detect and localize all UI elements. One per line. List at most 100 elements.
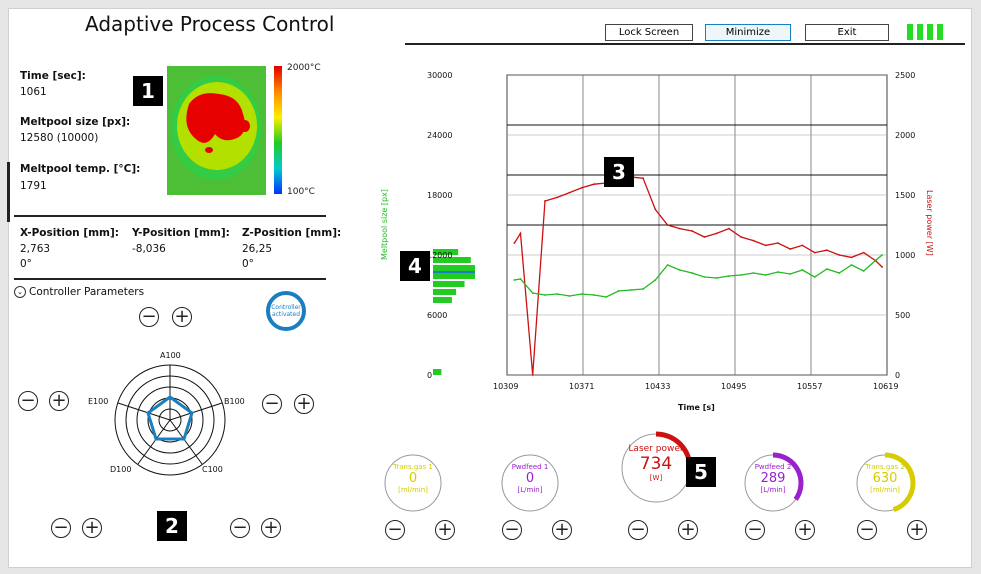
time-label: Time [sec]: (20, 70, 86, 82)
gauge-text: Laser power 734 [W] (618, 444, 694, 482)
laser-power-point (881, 266, 883, 268)
app-title: Adaptive Process Control (85, 12, 335, 36)
chart-ticks: 10309 10371 10433 10495 10557 10619 0 6000 12000… (427, 71, 915, 391)
gauge-pwdfeed-2: Pwdfeed 2 289 [L/min] (741, 451, 805, 515)
gauge-text: Trans.gas 1 0 [ml/min] (381, 463, 445, 494)
meltpool-size-point (531, 292, 534, 294)
position-divider (14, 278, 326, 280)
gauge-text: Pwdfeed 1 0 [L/min] (498, 463, 562, 494)
lock-screen-button[interactable]: Lock Screen (605, 24, 693, 41)
left-edge-handle (7, 162, 10, 222)
x-tick-label: 10557 (797, 382, 822, 391)
histogram-bar (433, 257, 471, 263)
laser-power-minus-button[interactable]: − (628, 520, 648, 540)
meltpool-size-value: 12580 (10000) (20, 132, 99, 144)
y-right-tick-label: 0 (895, 371, 900, 380)
trans-gas-1-minus-button[interactable]: − (385, 520, 405, 540)
gauge-trans-gas-2: Trans.gas 2 630 [ml/min] (853, 451, 917, 515)
laser-power-point (850, 256, 853, 259)
laser-power-plus-button[interactable]: + (678, 520, 698, 540)
meltpool-temp-label: Meltpool temp. [°C]: (20, 163, 141, 175)
param-b-plus-button[interactable]: + (294, 394, 314, 414)
histogram-bar (433, 273, 475, 279)
marker-2: 2 (157, 511, 187, 541)
pwdfeed-1-minus-button[interactable]: − (502, 520, 522, 540)
gauge-value: 289 (760, 471, 786, 486)
exit-button[interactable]: Exit (805, 24, 889, 41)
param-a-minus-button[interactable]: − (139, 307, 159, 327)
gauge-unit: [ml/min] (398, 486, 428, 494)
y-right-tick-label: 2500 (895, 71, 915, 80)
controller-parameters-label[interactable]: Controller Parameters (29, 286, 145, 298)
x-position-value: 2,763 (20, 243, 51, 255)
readout-divider (14, 215, 326, 217)
meltpool-size-point (703, 276, 706, 278)
param-c-minus-button[interactable]: − (230, 518, 250, 538)
param-e-minus-button[interactable]: − (18, 391, 38, 411)
laser-power-point (568, 191, 571, 194)
laser-power-point (666, 224, 669, 226)
minimize-button[interactable]: Minimize (705, 24, 791, 41)
meltpool-size-point (513, 279, 516, 281)
y-right-tick-label: 500 (895, 311, 910, 320)
thermal-image (167, 66, 266, 195)
z-position-label: Z-Position [mm]: (242, 227, 342, 239)
pwdfeed-1-plus-button[interactable]: + (552, 520, 572, 540)
laser-power-point (740, 236, 743, 238)
param-e-plus-button[interactable]: + (49, 391, 69, 411)
gauge-trans-gas-1: Trans.gas 1 0 [ml/min] (381, 451, 445, 515)
y-position-label: Y-Position [mm]: (132, 227, 230, 239)
laser-power-point (727, 227, 730, 230)
status-bars-icon (907, 24, 947, 40)
meltpool-size-point (666, 264, 669, 266)
laser-power-point (764, 244, 767, 247)
param-b-minus-button[interactable]: − (262, 394, 282, 414)
pwdfeed-2-plus-button[interactable]: + (795, 520, 815, 540)
meltpool-size-point (789, 273, 792, 275)
y-left-tick-label: 0 (427, 371, 432, 380)
trans-gas-2-plus-button[interactable]: + (907, 520, 927, 540)
laser-power-point (678, 227, 681, 230)
z-position-value: 26,25 (242, 243, 273, 255)
meltpool-size-point (850, 264, 853, 266)
marker-3: 3 (604, 157, 634, 187)
x-tick-label: 10495 (721, 382, 746, 391)
laser-power-point (826, 249, 828, 252)
meltpool-size-point (862, 270, 865, 272)
laser-power-point (556, 196, 559, 199)
gauge-unit: [L/min] (517, 486, 543, 494)
gauge-unit: [ml/min] (870, 486, 900, 494)
radar-label-e: E100 (88, 397, 108, 406)
meltpool-size-series (514, 254, 883, 298)
laser-power-point (654, 208, 657, 211)
meltpool-size-point (605, 296, 608, 298)
param-a-plus-button[interactable]: + (172, 307, 192, 327)
gauge-text: Trans.gas 2 630 [ml/min] (853, 463, 917, 494)
laser-power-point (531, 374, 534, 376)
meltpool-size-point (691, 272, 693, 274)
gauge-title: Trans.gas 1 (393, 463, 433, 471)
laser-power-point (703, 236, 706, 238)
trans-gas-2-minus-button[interactable]: − (857, 520, 877, 540)
y-left-tick-label: 30000 (427, 71, 452, 80)
laser-power-point (642, 177, 644, 180)
gauge-title: Pwdfeed 1 (511, 463, 549, 471)
gauge-ring (501, 454, 559, 512)
gauge-laser-power: Laser power 734 [W] (618, 430, 694, 506)
controller-activated-badge[interactable]: Controller activated (266, 291, 306, 331)
chevron-down-icon[interactable]: ⌄ (14, 286, 26, 298)
meltpool-temp-value: 1791 (20, 180, 47, 192)
pwdfeed-2-minus-button[interactable]: − (745, 520, 765, 540)
histogram-bar (433, 297, 452, 303)
histogram-bar (433, 369, 442, 375)
radar-label-d: D100 (110, 465, 131, 474)
x-tick-label: 10433 (645, 382, 670, 391)
laser-power-point (813, 251, 816, 254)
trans-gas-1-plus-button[interactable]: + (435, 520, 455, 540)
param-d-minus-button[interactable]: − (51, 518, 71, 538)
gauge-pwdfeed-1: Pwdfeed 1 0 [L/min] (498, 451, 562, 515)
meltpool-size-point (556, 293, 559, 295)
param-d-plus-button[interactable]: + (82, 518, 102, 538)
param-c-plus-button[interactable]: + (261, 518, 281, 538)
title-divider (405, 43, 965, 45)
